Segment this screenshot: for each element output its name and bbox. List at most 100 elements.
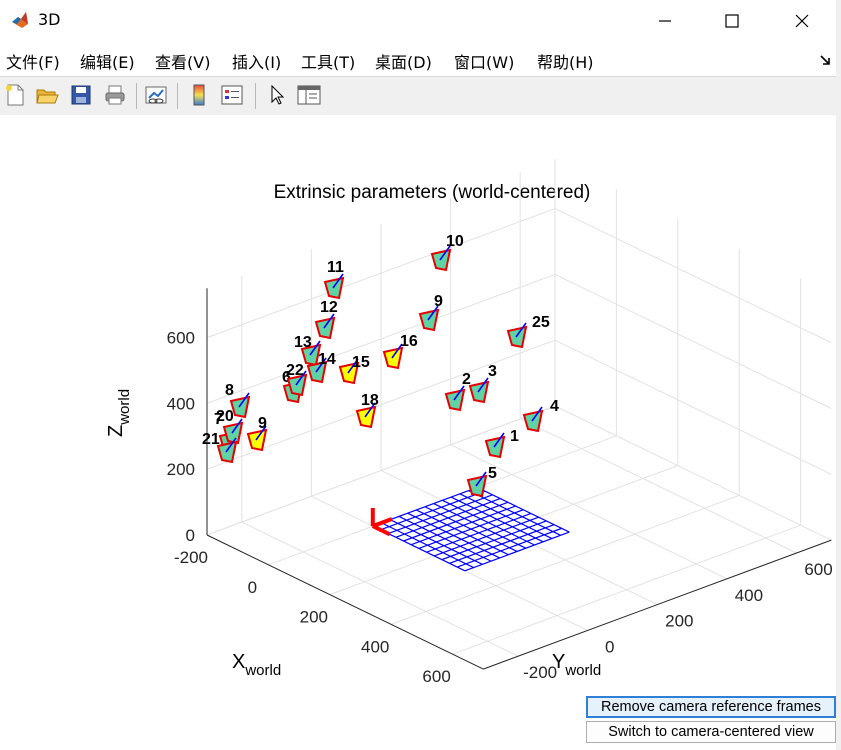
camera-label: 20 (216, 408, 234, 425)
camera-body (444, 388, 466, 412)
chart-title: Extrinsic parameters (world-centered) (274, 182, 591, 203)
menu-file[interactable]: 文件(F) (6, 53, 60, 72)
camera-body (314, 316, 336, 340)
dock-arrow-icon[interactable] (819, 54, 831, 66)
camera-axis (315, 357, 327, 373)
camera-label: 10 (446, 233, 464, 250)
camera-marker: 20 (216, 408, 244, 445)
window-titlebar: 3D (0, 0, 841, 42)
board-line (457, 527, 562, 568)
camera-label: 6 (282, 369, 291, 386)
grid-line (206, 405, 556, 536)
camera-body (418, 308, 440, 332)
board-line (459, 493, 553, 540)
world-y-axis (372, 517, 393, 528)
grid-line (554, 273, 832, 409)
menu-insert[interactable]: 插入(I) (232, 53, 282, 72)
camera-axis (225, 437, 237, 453)
menu-desktop[interactable]: 桌面(D) (375, 53, 432, 72)
grid-line (554, 339, 832, 475)
camera-marker: 18 (355, 392, 379, 429)
menu-tools[interactable]: 工具(T) (301, 53, 356, 72)
open-file-icon (36, 89, 59, 104)
camera-label: 15 (352, 354, 370, 371)
camera-body (430, 248, 452, 272)
camera-axis (515, 322, 527, 338)
board-line (442, 499, 535, 546)
camera-body (246, 428, 268, 452)
board-line (464, 531, 570, 572)
switch-view-button[interactable]: Switch to camera-centered view (586, 721, 836, 743)
camera-body (286, 373, 308, 397)
pointer-icon (271, 84, 285, 105)
camera-axis (477, 377, 489, 393)
z-tick-label: 200 (167, 460, 195, 479)
board-line (468, 490, 561, 536)
figure-canvas[interactable]: Extrinsic parameters (world-centered) -2… (0, 115, 836, 748)
insert-colorbar-icon (193, 84, 205, 106)
camera-axis (295, 370, 307, 386)
print-button[interactable] (102, 82, 128, 108)
camera-body (306, 360, 328, 384)
property-inspector-button[interactable] (296, 82, 322, 108)
camera-axis (309, 340, 321, 356)
maximize-icon (725, 14, 739, 28)
close-icon (795, 14, 809, 28)
camera-body (222, 421, 244, 445)
insert-colorbar-button[interactable] (186, 82, 212, 108)
camera-label: 21 (202, 431, 220, 448)
x-tick-label: 600 (422, 667, 450, 686)
camera-label: 13 (294, 334, 312, 351)
pointer-button[interactable] (264, 82, 290, 108)
x-axis-line (206, 534, 484, 670)
camera-marker: 13 (294, 334, 322, 367)
camera-marker: 2 (444, 371, 471, 412)
camera-marker: 15 (338, 354, 370, 385)
camera-marker: 1 (484, 428, 519, 459)
camera-axis (255, 425, 267, 441)
menu-help[interactable]: 帮助(H) (537, 53, 594, 72)
grid-line (241, 521, 519, 657)
camera-body (355, 405, 377, 429)
camera-body (484, 435, 506, 459)
checkerboard (370, 486, 570, 572)
camera-axis (347, 358, 359, 374)
camera-marker: 9 (246, 415, 268, 452)
camera-label: 9 (434, 293, 443, 310)
maximize-button[interactable] (697, 0, 767, 42)
new-figure-button[interactable] (2, 82, 28, 108)
camera-body (323, 276, 345, 300)
grid-line (554, 208, 832, 344)
camera-axis (453, 385, 465, 401)
camera-axis (323, 313, 335, 329)
y-tick-label: 400 (735, 586, 763, 605)
minimize-button[interactable] (630, 0, 700, 42)
axes-grid (206, 159, 832, 670)
camera-axis (238, 392, 250, 408)
camera-marker: 5 (466, 465, 497, 498)
window-title: 3D (38, 10, 61, 29)
camera-label: 11 (327, 259, 344, 276)
camera-marker: 22 (286, 362, 308, 397)
camera-body (229, 395, 251, 419)
remove-camera-frames-button[interactable]: Remove camera reference frames (586, 696, 836, 718)
menu-view[interactable]: 查看(V) (155, 53, 211, 72)
camera-label: 12 (320, 299, 338, 316)
insert-legend-button[interactable] (219, 82, 245, 108)
camera-marker: 10 (430, 233, 464, 272)
camera-axis (531, 406, 543, 422)
print-icon (105, 85, 125, 105)
menu-window[interactable]: 窗口(W) (454, 53, 515, 72)
y-axis-label: Yworld (552, 651, 601, 679)
close-button[interactable] (767, 0, 837, 42)
board-line (433, 502, 527, 549)
camera-body (466, 474, 488, 498)
save-button[interactable] (68, 82, 94, 108)
menu-edit[interactable]: 编辑(E) (80, 53, 135, 72)
window-right-border (836, 0, 841, 750)
plot-3d[interactable]: Extrinsic parameters (world-centered) -2… (0, 115, 836, 748)
link-plot-button[interactable] (143, 82, 169, 108)
camera-label: 18 (361, 392, 379, 409)
open-file-button[interactable] (34, 82, 60, 108)
